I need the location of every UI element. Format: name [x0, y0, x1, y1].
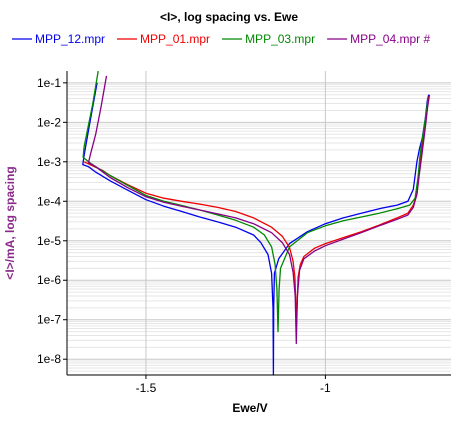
axes — [66, 71, 451, 376]
y-tick-label: 1e-7 — [37, 313, 61, 327]
y-tick-label: 1e-8 — [37, 352, 61, 366]
y-tick-label: 1e-4 — [37, 194, 61, 208]
y-tick-label: 1e-6 — [37, 273, 61, 287]
legend-label: MPP_01.mpr — [140, 32, 210, 46]
y-tick-label: 1e-3 — [37, 155, 61, 169]
series-line — [87, 75, 431, 345]
plot-area — [67, 71, 451, 375]
legend-label: MPP_04.mpr # — [350, 32, 430, 46]
legend-label: MPP_12.mpr — [35, 32, 105, 46]
chart-title: <I>, log spacing vs. Ewe — [160, 10, 298, 24]
legend: MPP_12.mpr MPP_01.mpr MPP_03.mpr MPP_04.mpr… — [12, 32, 430, 46]
y-tick-label: 1e-2 — [37, 115, 61, 129]
series-line — [82, 82, 430, 376]
grid — [67, 71, 451, 376]
legend-label: MPP_03.mpr — [245, 32, 315, 46]
y-tick-label: 1e-5 — [37, 234, 61, 248]
ticks: 1e-1 1e-2 1e-3 1e-4 1e-5 1e-6 1e-7 1e-8 -1.5 -1 — [37, 76, 331, 395]
x-tick-label: -1 — [320, 381, 331, 395]
y-tick-label: 1e-1 — [37, 76, 61, 90]
series-layer — [82, 70, 431, 376]
x-axis-label: Ewe/V — [232, 401, 267, 415]
y-axis-label: <I>/mA, log spacing — [3, 166, 17, 279]
x-tick-label: -1.5 — [136, 381, 157, 395]
